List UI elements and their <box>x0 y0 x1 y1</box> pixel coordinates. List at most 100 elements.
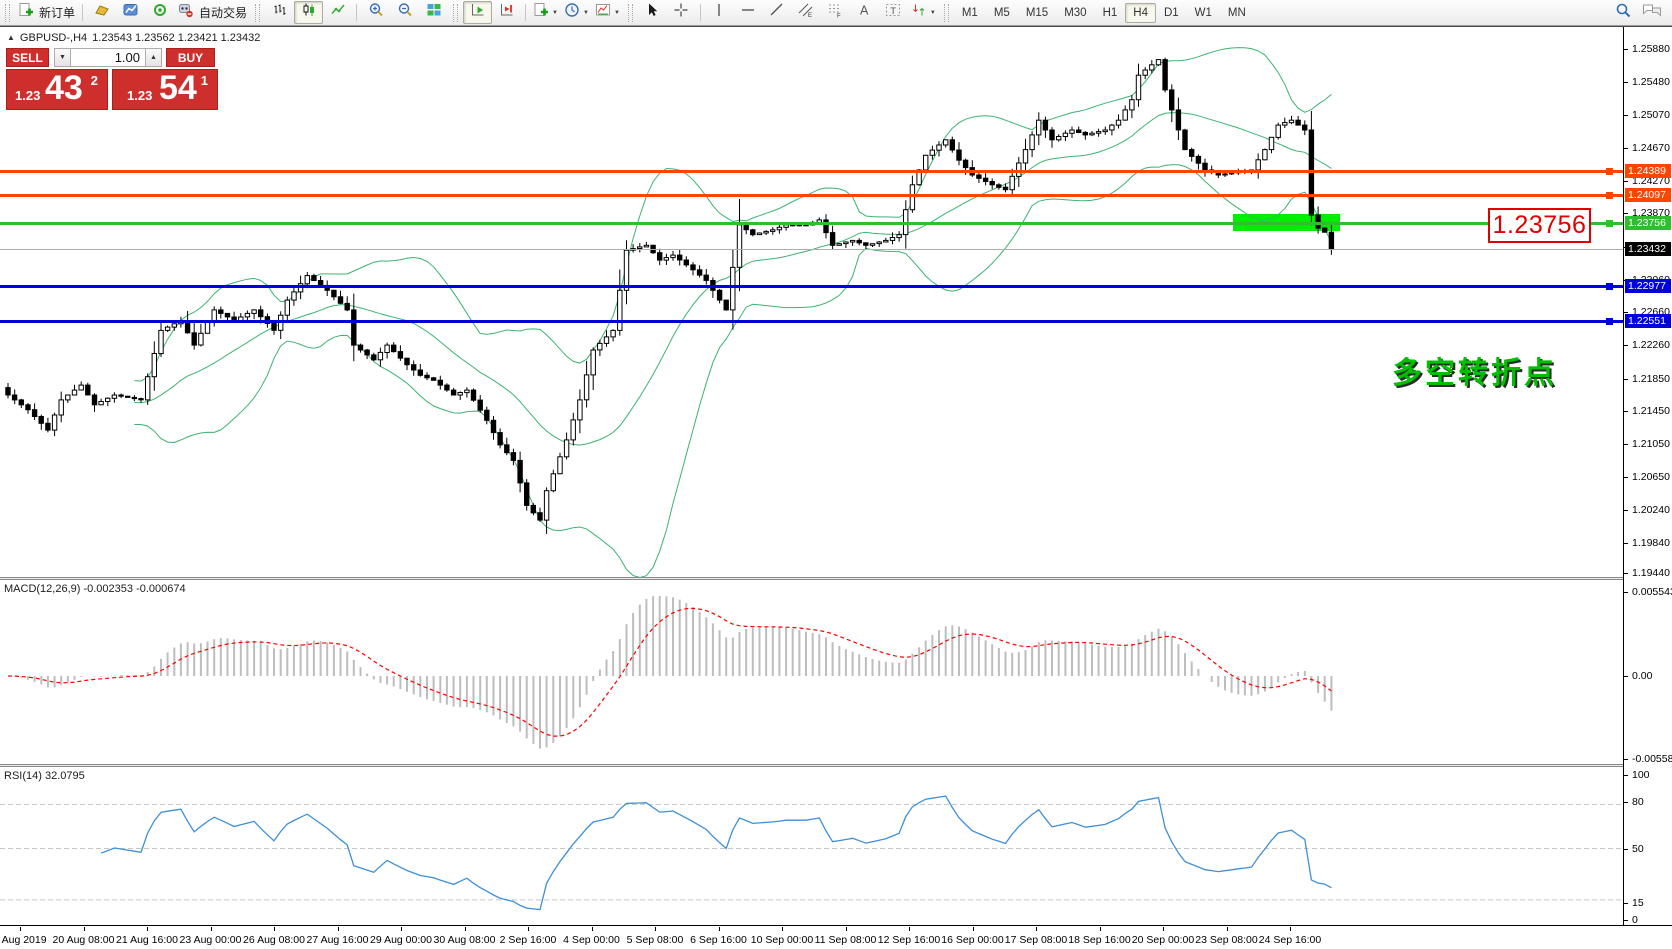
vertical-line-button[interactable] <box>705 1 734 24</box>
market-watch-button[interactable] <box>87 1 116 24</box>
periods-button[interactable]: ▼ <box>561 1 592 24</box>
timeframe-button-m30[interactable]: M30 <box>1064 6 1087 19</box>
signals-button[interactable] <box>145 1 174 24</box>
sell-price-button[interactable]: 1.23 43 2 <box>6 69 108 110</box>
level-handle[interactable] <box>1606 318 1613 325</box>
time-axis-tick-mark <box>972 927 974 931</box>
toolbar-drag-handle[interactable] <box>627 3 633 22</box>
price-axis-tick: 1.25480 <box>1632 76 1670 88</box>
autotrading-button[interactable]: 自动交易 <box>174 1 250 24</box>
toolbar-drag-handle[interactable] <box>5 3 10 22</box>
indicators-icon <box>533 2 549 23</box>
chevron-down-icon: ▼ <box>552 9 558 16</box>
trendline-button[interactable] <box>763 1 792 24</box>
volume-decrease-button[interactable]: ▼ <box>54 48 71 67</box>
level-handle[interactable] <box>1606 168 1613 175</box>
chevron-down-icon: ▼ <box>582 9 589 16</box>
volume-increase-button[interactable]: ▲ <box>145 48 162 67</box>
macd-indicator[interactable] <box>0 580 1623 765</box>
macd-axis-tick-mark <box>1624 759 1628 760</box>
horizontal-level-line-1.23756[interactable] <box>0 222 1623 225</box>
new-order-button[interactable]: 新订单 <box>15 1 78 24</box>
sell-price-main: 43 <box>45 69 83 107</box>
time-axis-label: 6 Sep 16:00 <box>690 934 747 946</box>
line-chart-icon <box>330 2 346 23</box>
price-axis-tick: 1.24670 <box>1632 142 1670 154</box>
zoom-in-button[interactable] <box>361 1 390 24</box>
rsi-indicator-label: RSI(14) 32.0795 <box>4 770 85 782</box>
bar-chart-button[interactable] <box>265 1 294 24</box>
time-axis-label: 27 Aug 16:00 <box>306 934 369 946</box>
channel-button[interactable]: E <box>792 1 821 24</box>
time-axis-tick-mark <box>1226 927 1228 931</box>
horizontal-level-line-1.22977[interactable] <box>0 285 1623 288</box>
chart-shift-icon <box>499 2 515 23</box>
cursor-button[interactable] <box>638 1 667 24</box>
periods-clock-icon <box>564 2 580 23</box>
timeframe-button-h1[interactable]: H1 <box>1102 6 1118 19</box>
toolbar-drag-handle[interactable] <box>255 3 261 22</box>
zoom-out-button[interactable] <box>390 1 419 24</box>
sell-button[interactable]: SELL <box>6 48 49 67</box>
one-click-collapse-arrow[interactable]: ▲ <box>7 33 15 42</box>
tile-windows-button[interactable] <box>419 1 448 24</box>
chart-shift-button[interactable] <box>492 1 521 24</box>
buy-price-button[interactable]: 1.23 54 1 <box>112 69 218 110</box>
tile-windows-icon <box>426 2 442 23</box>
horizontal-level-line-1.24097[interactable] <box>0 194 1623 197</box>
text-label-button[interactable]: T <box>879 1 908 24</box>
line-chart-button[interactable] <box>323 1 352 24</box>
fibonacci-button[interactable]: F <box>821 1 850 24</box>
price-axis-tick-mark <box>1624 148 1628 149</box>
timeframe-button-m5[interactable]: M5 <box>993 6 1010 19</box>
templates-button[interactable]: ▼ <box>592 1 623 24</box>
buy-price-main: 54 <box>159 69 197 107</box>
search-icon[interactable] <box>1615 2 1632 24</box>
text-button[interactable]: A <box>850 1 879 24</box>
timeframe-button-w1[interactable]: W1 <box>1194 6 1212 19</box>
indicators-button[interactable]: ▼ <box>530 1 561 24</box>
price-callout-box[interactable]: 1.23756 <box>1488 208 1591 243</box>
time-axis-tick-mark <box>1163 927 1164 931</box>
timeframe-button-mn[interactable]: MN <box>1227 6 1246 19</box>
candlestick-chart[interactable] <box>0 27 1623 578</box>
crosshair-button[interactable] <box>667 1 696 24</box>
rsi-indicator[interactable] <box>0 767 1623 925</box>
pane-splitter[interactable] <box>0 577 1672 580</box>
timeframe-button-h4[interactable]: H4 <box>1125 2 1156 23</box>
new-order-icon <box>18 2 34 23</box>
level-handle[interactable] <box>1606 283 1613 290</box>
horizontal-line-button[interactable] <box>734 1 763 24</box>
candlestick-chart-button[interactable] <box>294 1 324 24</box>
equidistant-channel-icon: E <box>798 2 814 23</box>
auto-scroll-button[interactable] <box>463 1 493 24</box>
level-handle[interactable] <box>1606 192 1613 199</box>
timeframe-button-m1[interactable]: M1 <box>961 6 978 19</box>
horizontal-level-line-1.22551[interactable] <box>0 320 1623 323</box>
buy-price-pip: 1 <box>200 73 208 88</box>
toolbar-drag-handle[interactable] <box>943 3 949 22</box>
one-click-trading-panel: SELL ▼ 1.00 ▲ BUY 1.23 43 2 1.23 54 1 <box>6 48 218 110</box>
price-axis-tick-mark <box>1624 115 1628 116</box>
chat-icon[interactable] <box>1642 2 1662 23</box>
metaeditor-icon <box>123 2 139 23</box>
time-axis-tick-mark <box>464 927 466 931</box>
candlestick-chart-icon <box>301 2 317 23</box>
arrows-button[interactable]: ▼ <box>908 1 939 24</box>
price-axis[interactable]: 1.25880 1.25480 1.25070 1.24670 1.24270 1.238… <box>1623 27 1672 926</box>
timeframe-button-m15[interactable]: M15 <box>1025 6 1049 19</box>
level-handle[interactable] <box>1606 220 1613 227</box>
timeframe-button-d1[interactable]: D1 <box>1163 6 1179 19</box>
metaeditor-button[interactable] <box>116 1 145 24</box>
price-axis-tick: 1.25880 <box>1632 43 1670 55</box>
buy-button[interactable]: BUY <box>166 48 215 67</box>
volume-input[interactable]: 1.00 <box>71 48 145 67</box>
text-icon: A <box>856 2 872 23</box>
toolbar-drag-handle[interactable] <box>453 3 459 22</box>
chevron-down-icon: ▼ <box>613 9 620 16</box>
horizontal-level-line-1.24389[interactable] <box>0 170 1623 173</box>
chinese-annotation[interactable]: 多空转折点 <box>1392 357 1557 390</box>
pane-splitter[interactable] <box>0 764 1672 767</box>
